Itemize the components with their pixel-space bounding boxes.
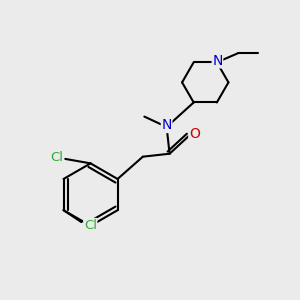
Text: Cl: Cl bbox=[50, 151, 63, 164]
Text: N: N bbox=[212, 54, 223, 68]
Text: Cl: Cl bbox=[84, 218, 97, 232]
Text: N: N bbox=[161, 118, 172, 133]
Text: O: O bbox=[189, 127, 200, 140]
